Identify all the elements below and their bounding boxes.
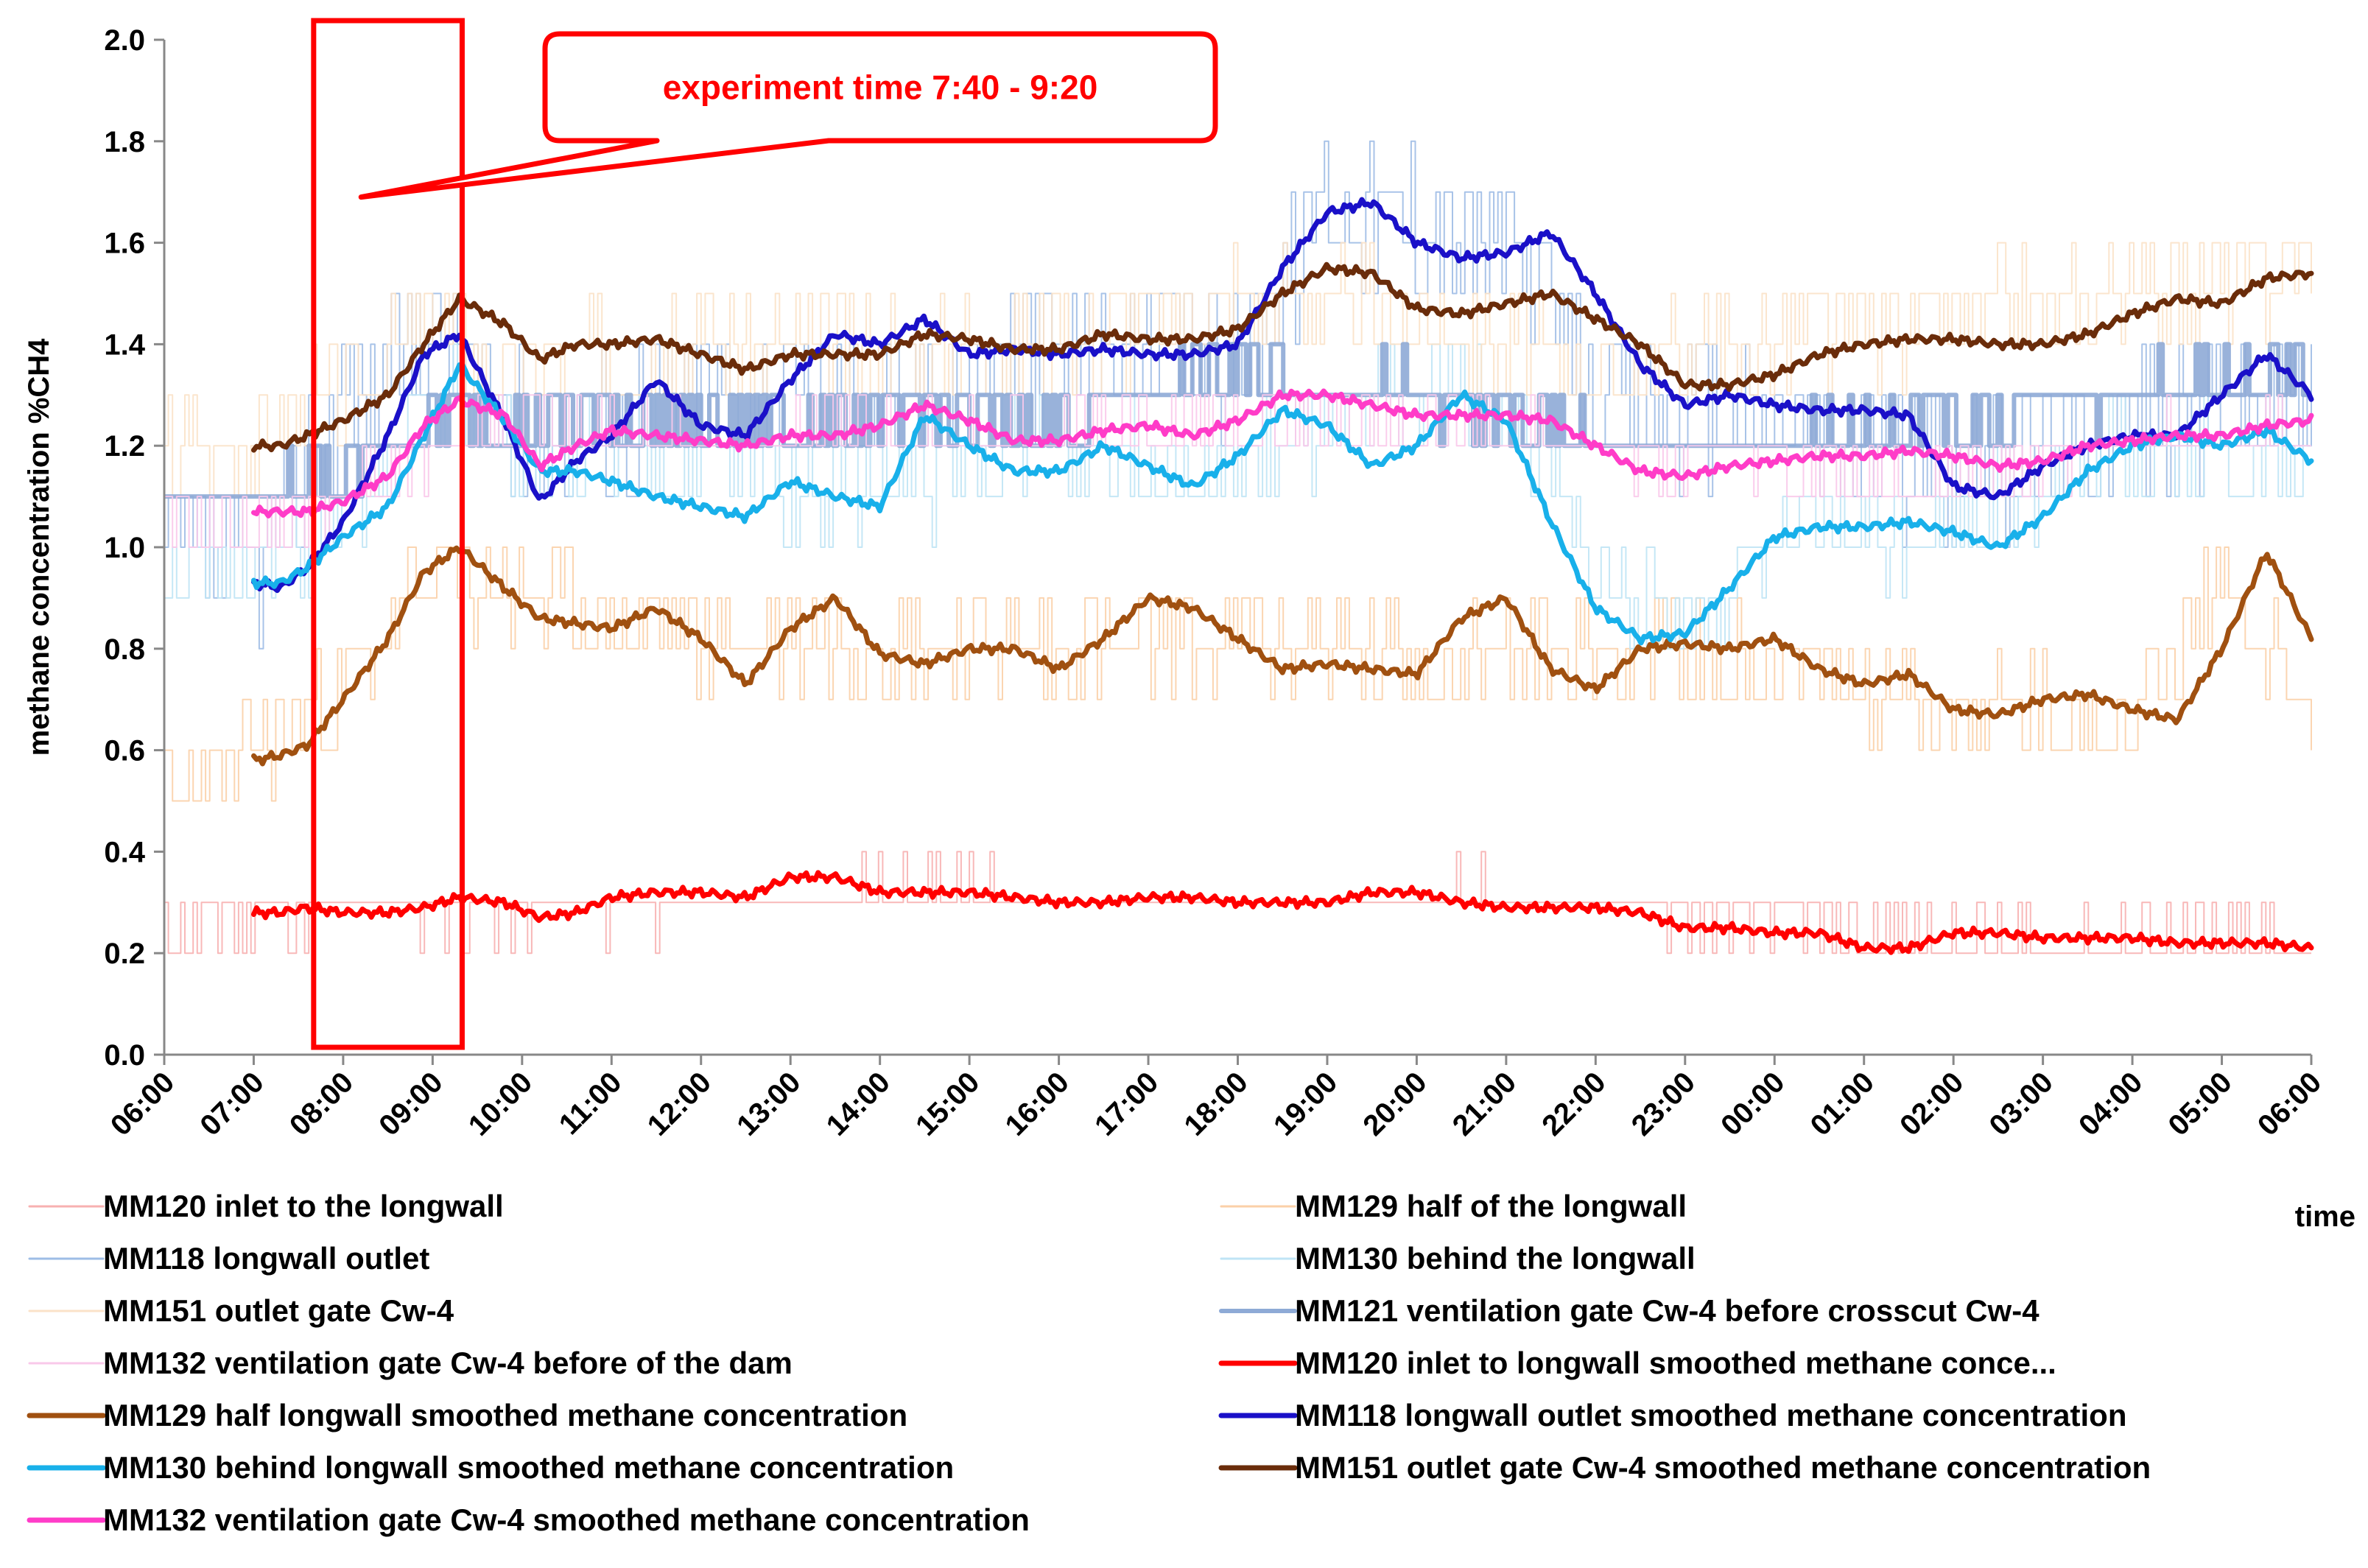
x-tick-label: 09:00 xyxy=(373,1066,449,1142)
x-tick-label: 12:00 xyxy=(642,1066,717,1142)
x-tick-label: 04:00 xyxy=(2073,1066,2149,1142)
legend-label: MM130 behind longwall smoothed methane c… xyxy=(103,1450,954,1485)
x-tick-label: 18:00 xyxy=(1178,1066,1254,1142)
legend-label: MM129 half longwall smoothed methane con… xyxy=(103,1398,907,1432)
x-tick-label: 08:00 xyxy=(284,1066,359,1142)
smoothed-series-layer xyxy=(251,197,2314,955)
legend-label: MM130 behind the longwall xyxy=(1295,1241,1696,1276)
smoothed-series-10 xyxy=(251,362,2314,646)
x-tick-label: 13:00 xyxy=(731,1066,807,1142)
x-tick-label: 00:00 xyxy=(1715,1066,1791,1142)
x-tick-label: 23:00 xyxy=(1626,1066,1701,1142)
smoothed-series-7 xyxy=(251,870,2314,955)
smoothed-series-11 xyxy=(251,261,2314,453)
experiment-time-label: experiment time 7:40 - 9:20 xyxy=(663,68,1098,107)
legend-label: MM121 ventilation gate Cw-4 before cross… xyxy=(1295,1293,2039,1328)
x-tick-label: 05:00 xyxy=(2162,1066,2238,1142)
legend-label: MM132 ventilation gate Cw-4 before of th… xyxy=(103,1346,793,1380)
legend-label: MM151 outlet gate Cw-4 smoothed methane … xyxy=(1295,1450,2151,1485)
x-tick-label: 22:00 xyxy=(1536,1066,1612,1142)
x-tick-label: 06:00 xyxy=(2252,1066,2327,1142)
legend-label: MM118 longwall outlet xyxy=(103,1241,429,1276)
experiment-callout xyxy=(358,31,1218,200)
x-tick-label: 06:00 xyxy=(105,1066,180,1142)
y-tick-label: 1.8 xyxy=(104,126,145,158)
x-axis-title: time xyxy=(2295,1200,2355,1233)
legend: MM120 inlet to the longwall MM129 half of… xyxy=(27,1189,2151,1537)
y-tick-label: 0.2 xyxy=(104,938,145,970)
experiment-annotation: experiment time 7:40 - 9:20 xyxy=(311,18,1218,1050)
x-tick-label: 10:00 xyxy=(463,1066,538,1142)
y-tick-label: 0.6 xyxy=(104,735,145,767)
legend-label: MM118 longwall outlet smoothed methane c… xyxy=(1295,1398,2126,1432)
x-tick-label: 02:00 xyxy=(1894,1066,1970,1142)
y-tick-label: 1.2 xyxy=(104,430,145,463)
y-tick-label: 1.4 xyxy=(104,328,145,361)
legend-label: MM151 outlet gate Cw-4 xyxy=(103,1293,454,1328)
axes: 0.00.20.40.60.81.01.21.41.61.82.006:00 07… xyxy=(23,24,2355,1233)
x-tick-label: 15:00 xyxy=(910,1066,986,1142)
raw-series-1 xyxy=(164,546,2312,802)
legend-label: MM129 half of the longwall xyxy=(1295,1189,1687,1223)
x-tick-label: 14:00 xyxy=(821,1066,896,1142)
x-tick-label: 07:00 xyxy=(194,1066,270,1142)
smoothed-series-12 xyxy=(251,388,2314,518)
y-tick-label: 0.8 xyxy=(104,633,145,666)
smoothed-series-8 xyxy=(251,545,2314,767)
y-tick-label: 0.0 xyxy=(104,1039,145,1072)
x-tick-label: 03:00 xyxy=(1984,1066,2059,1142)
y-tick-label: 0.4 xyxy=(104,836,145,868)
raw-series-6 xyxy=(164,394,2311,548)
legend-label: MM132 ventilation gate Cw-4 smoothed met… xyxy=(103,1502,1030,1537)
x-tick-label: 16:00 xyxy=(999,1066,1075,1142)
legend-label: MM120 inlet to the longwall xyxy=(103,1189,504,1223)
y-tick-label: 1.0 xyxy=(104,532,145,564)
x-tick-label: 01:00 xyxy=(1805,1066,1880,1142)
y-tick-label: 1.6 xyxy=(104,228,145,260)
experiment-time-box xyxy=(311,18,465,1050)
y-axis-title: methane concentration %CH4 xyxy=(23,338,55,756)
legend-label: MM120 inlet to longwall smoothed methane… xyxy=(1295,1346,2056,1380)
x-tick-label: 21:00 xyxy=(1447,1066,1522,1142)
raw-series-5 xyxy=(164,342,2311,499)
x-tick-label: 20:00 xyxy=(1357,1066,1433,1142)
x-tick-label: 17:00 xyxy=(1089,1066,1164,1142)
x-tick-label: 11:00 xyxy=(553,1066,628,1141)
x-tick-label: 19:00 xyxy=(1268,1066,1343,1142)
smoothed-series-9 xyxy=(251,197,2314,594)
y-tick-label: 2.0 xyxy=(104,24,145,57)
